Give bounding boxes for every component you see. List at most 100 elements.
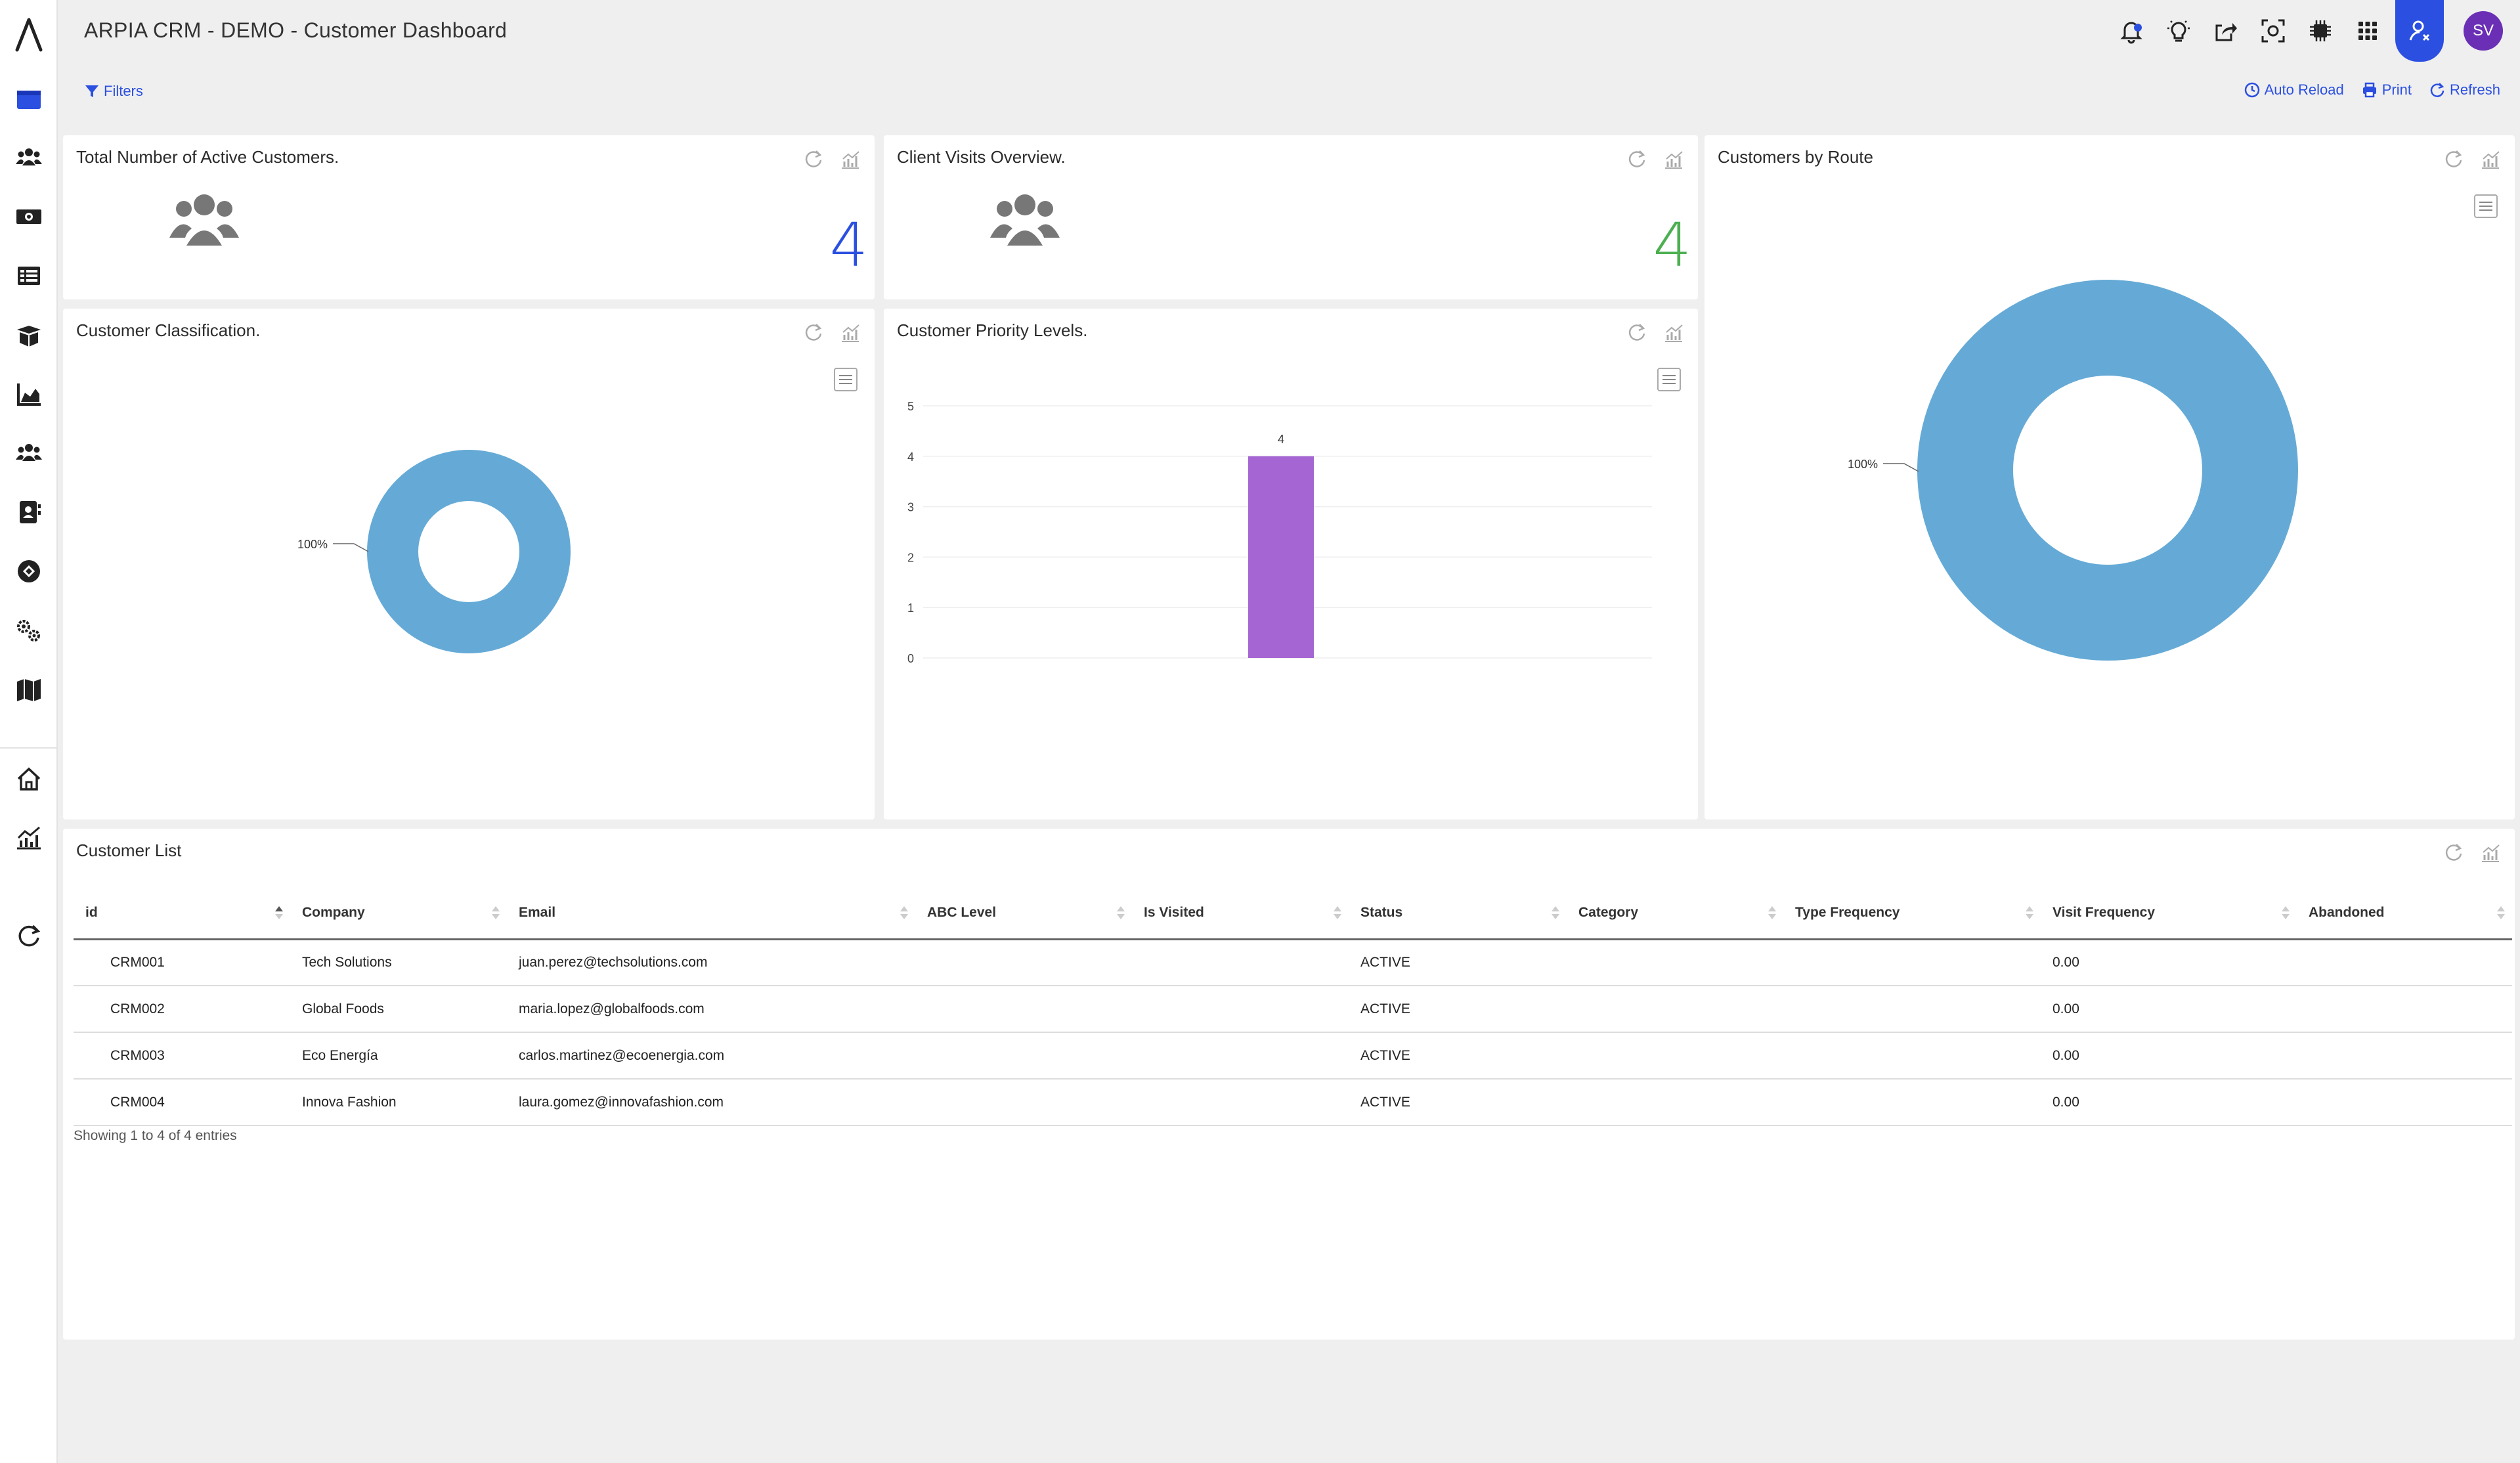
chart-menu-button[interactable] [834, 368, 858, 391]
table-row[interactable]: CRM001 Tech Solutions juan.perez@techsolut… [74, 939, 2512, 986]
column-header-label: Company [302, 905, 365, 921]
table-cell: Tech Solutions [290, 939, 507, 986]
card-customers-by-route: Customers by Route 100% [1705, 135, 2515, 819]
table-row[interactable]: CRM003 Eco Energía carlos.martinez@ecoener… [74, 1032, 2512, 1080]
column-header[interactable]: Abandoned [2297, 888, 2512, 940]
reload-widget-icon[interactable] [1626, 322, 1648, 344]
table-cell: juan.perez@techsolutions.com [507, 939, 915, 986]
print-button[interactable]: Print [2361, 81, 2412, 98]
column-header[interactable]: Type Frequency [1783, 888, 2041, 940]
y-tick-label: 4 [907, 450, 914, 464]
refresh-button[interactable]: Refresh [2429, 81, 2500, 98]
table-cell: ACTIVE [1349, 986, 1567, 1033]
ideas-button[interactable] [2155, 0, 2202, 62]
table-cell [1132, 1032, 1349, 1080]
stats-widget-icon[interactable] [1662, 322, 1685, 344]
column-header[interactable]: id [74, 888, 290, 940]
gears-icon [17, 620, 40, 642]
sidebar-item-customers[interactable] [13, 142, 45, 173]
sidebar-item-list[interactable] [13, 260, 45, 292]
column-header[interactable]: Category [1567, 888, 1783, 940]
column-header[interactable]: Status [1349, 888, 1567, 940]
sidebar-item-dashboard[interactable] [13, 84, 45, 116]
column-header[interactable]: ABC Level [915, 888, 1132, 940]
table-cell: 0.00 [2041, 1032, 2297, 1080]
share-icon [2215, 23, 2237, 41]
table-cell [1567, 1032, 1783, 1080]
sidebar-item-users[interactable] [13, 437, 45, 469]
reload-widget-icon[interactable] [802, 322, 825, 344]
sidebar-item-analytics[interactable] [13, 378, 45, 410]
capture-icon [2261, 19, 2285, 43]
sidebar-item-map[interactable] [13, 674, 45, 705]
card-tools [2443, 842, 2502, 864]
column-header[interactable]: Is Visited [1132, 888, 1349, 940]
card-customer-classification: Customer Classification. 100% [63, 309, 875, 819]
table-cell [1567, 939, 1783, 986]
dashboard-actions: Auto Reload Print Refresh [2244, 81, 2500, 98]
reload-widget-icon[interactable] [2443, 148, 2465, 171]
stats-widget-icon[interactable] [2479, 148, 2502, 171]
user-avatar[interactable]: SV [2464, 11, 2503, 51]
ai-chip-button[interactable] [2297, 0, 2344, 62]
stats-widget-icon[interactable] [839, 148, 861, 171]
arpia-logo-icon[interactable] [13, 14, 45, 54]
table-cell: CRM003 [74, 1032, 290, 1080]
slice-label-leader [1883, 463, 1919, 472]
card-tools [1626, 148, 1685, 171]
table-cell: maria.lopez@globalfoods.com [507, 986, 915, 1033]
apps-button[interactable] [2344, 0, 2391, 62]
sort-icon [1552, 906, 1559, 919]
table-cell [1567, 986, 1783, 1033]
card-customer-priority: Customer Priority Levels. 0 1 2 3 4 5 4 [884, 309, 1698, 819]
sidebar-item-settings[interactable] [13, 615, 45, 646]
sidebar-item-reports[interactable] [13, 822, 45, 854]
sort-icon [900, 906, 908, 919]
stats-widget-icon[interactable] [839, 322, 861, 344]
auto-reload-label: Auto Reload [2264, 81, 2344, 98]
customer-table: id Company Email ABC Level Is Visited Status C… [74, 888, 2512, 1126]
share-button[interactable] [2202, 0, 2249, 62]
y-tick-label: 2 [907, 551, 914, 564]
users-icon [16, 444, 42, 461]
reload-widget-icon[interactable] [2443, 842, 2465, 864]
sidebar-item-reload[interactable] [13, 921, 45, 952]
sidebar-item-integrations[interactable] [13, 556, 45, 587]
column-header[interactable]: Email [507, 888, 915, 940]
card-active-customers: Total Number of Active Customers. 4 [63, 135, 875, 299]
card-tools [2443, 148, 2502, 171]
card-title: Customer Priority Levels. [897, 320, 1088, 340]
table-cell [1783, 1032, 2041, 1080]
refresh-label: Refresh [2449, 81, 2500, 98]
sidebar-item-contacts[interactable] [13, 496, 45, 528]
filters-button[interactable]: Filters [84, 83, 143, 100]
card-title: Customer Classification. [76, 320, 261, 340]
notifications-button[interactable] [2108, 0, 2155, 62]
users-group-icon [990, 194, 1060, 246]
table-row[interactable]: CRM004 Innova Fashion laura.gomez@innovafa… [74, 1079, 2512, 1126]
column-header[interactable]: Visit Frequency [2041, 888, 2297, 940]
sidebar-item-products[interactable] [13, 319, 45, 351]
reload-widget-icon[interactable] [802, 148, 825, 171]
clock-icon [2244, 82, 2259, 98]
user-management-button[interactable] [2395, 0, 2444, 62]
sidebar-item-sales[interactable] [13, 201, 45, 232]
reload-widget-icon[interactable] [1626, 148, 1648, 171]
stats-widget-icon[interactable] [1662, 148, 1685, 171]
connection-icon [18, 560, 40, 582]
sort-icon [492, 906, 500, 919]
table-cell: ACTIVE [1349, 939, 1567, 986]
auto-reload-button[interactable]: Auto Reload [2244, 81, 2344, 98]
stats-widget-icon[interactable] [2479, 842, 2502, 864]
sort-icon [1768, 906, 1776, 919]
donut-slice [1917, 280, 2298, 661]
table-row[interactable]: CRM002 Global Foods maria.lopez@globalfood… [74, 986, 2512, 1033]
table-cell: 0.00 [2041, 939, 2297, 986]
filter-icon [85, 85, 98, 97]
sidebar-item-home[interactable] [13, 763, 45, 795]
chart-menu-button[interactable] [2474, 194, 2498, 218]
column-header[interactable]: Company [290, 888, 507, 940]
chart-menu-button[interactable] [1657, 368, 1681, 391]
kpi-value-client-visits: 4 [1653, 210, 1691, 280]
screenshot-button[interactable] [2249, 0, 2297, 62]
